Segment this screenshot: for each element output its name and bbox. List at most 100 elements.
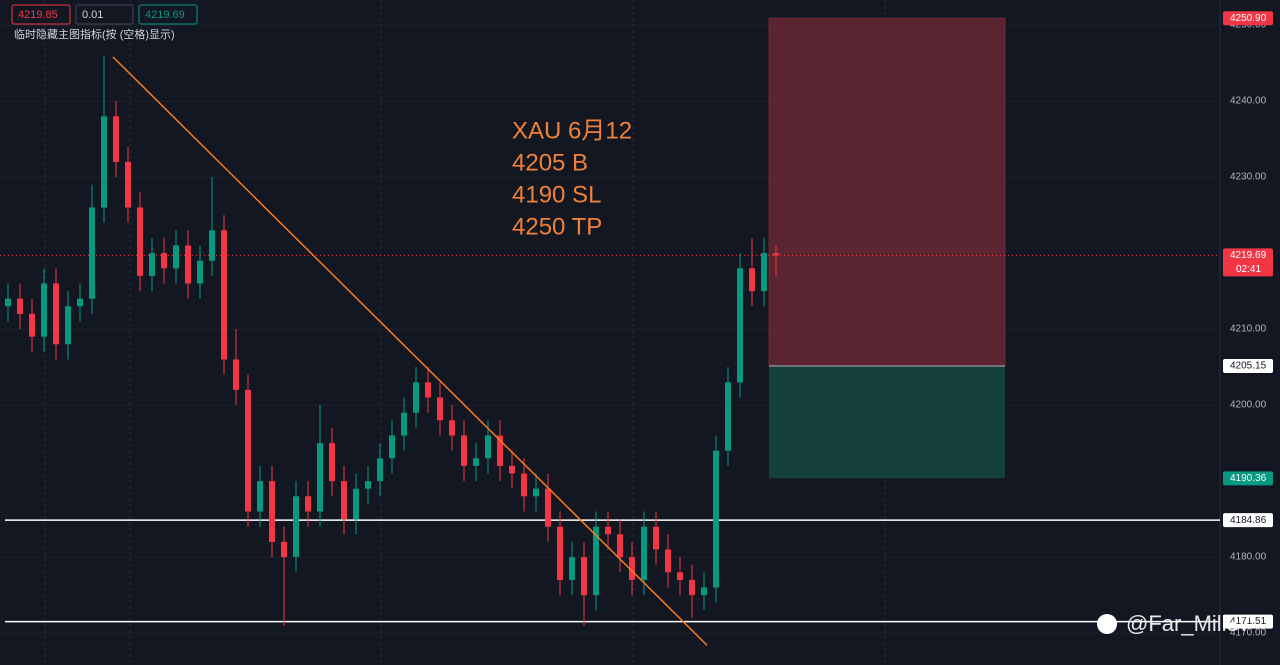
- candle-body: [353, 488, 359, 520]
- y-tick-label: 4180.00: [1230, 552, 1267, 563]
- candle-body: [89, 207, 95, 299]
- price-badge: [1223, 513, 1273, 528]
- candle-body: [485, 435, 491, 459]
- candle-body: [185, 245, 191, 284]
- countdown-label: 02:41: [1236, 264, 1261, 275]
- price-badge: [1223, 248, 1273, 277]
- candle-body: [401, 412, 407, 436]
- candle-body: [341, 481, 347, 520]
- candle-body: [101, 116, 107, 208]
- candle-body: [257, 481, 263, 512]
- candle-body: [545, 488, 551, 527]
- candle-body: [701, 587, 707, 596]
- candle-body: [761, 253, 767, 292]
- candle-body: [209, 230, 215, 261]
- indicator-note: 临时隐藏主图指标(按 (空格)显示): [14, 27, 175, 41]
- candle-body: [641, 526, 647, 580]
- price-badge-label: 4171.51: [1230, 616, 1267, 627]
- candle-body: [557, 526, 563, 580]
- candle-body: [269, 481, 275, 542]
- y-tick-label: 4230.00: [1230, 172, 1267, 183]
- annotation: 4190 SL: [512, 181, 601, 208]
- candle-body: [425, 382, 431, 398]
- trendline: [112, 56, 708, 646]
- candle-body: [65, 306, 71, 345]
- candle-body: [161, 253, 167, 269]
- candle-body: [569, 557, 575, 580]
- candle-body: [29, 313, 35, 337]
- price-badge: [1223, 358, 1273, 373]
- candle-body: [593, 526, 599, 596]
- y-tick-label: 4210.00: [1230, 324, 1267, 335]
- candle-body: [497, 435, 503, 466]
- candle-body: [293, 496, 299, 558]
- candle-body: [329, 443, 335, 482]
- reward-zone: [769, 365, 1005, 479]
- candle-body: [773, 253, 779, 256]
- price-badge: [1223, 471, 1273, 486]
- candle-body: [605, 526, 611, 535]
- candle-body: [713, 450, 719, 588]
- candle-body: [317, 443, 323, 512]
- watermark-icon: [1097, 614, 1117, 634]
- watermark: @Far_Mill37: [1097, 611, 1251, 636]
- spread-box: [75, 4, 134, 25]
- price-badge-label: 4205.15: [1230, 361, 1267, 372]
- price-badge-label: 4219.69: [1230, 250, 1267, 261]
- candle-body: [245, 389, 251, 512]
- price-badge-label: 4250.90: [1230, 13, 1267, 24]
- candle-body: [653, 526, 659, 550]
- candle-body: [521, 473, 527, 497]
- candle-body: [749, 268, 755, 292]
- y-tick-label: 4170.00: [1230, 628, 1267, 639]
- candle-body: [689, 579, 695, 596]
- y-tick-label: 4240.00: [1230, 96, 1267, 107]
- candle-body: [461, 435, 467, 466]
- candle-body: [281, 541, 287, 558]
- candle-body: [737, 268, 743, 383]
- candle-body: [125, 161, 131, 208]
- price-badge: [1223, 11, 1273, 26]
- candle-body: [629, 557, 635, 580]
- candle-body: [509, 465, 515, 474]
- annotation: 4205 B: [512, 149, 588, 176]
- candle-body: [449, 420, 455, 436]
- price-badge-label: 4190.36: [1230, 473, 1267, 484]
- candle-body: [413, 382, 419, 413]
- candle-body: [581, 557, 587, 596]
- ask-box: [138, 4, 198, 25]
- candle-body: [437, 397, 443, 421]
- candle-body: [113, 116, 119, 162]
- candle-body: [41, 283, 47, 337]
- spread-label: 0.01: [82, 9, 103, 21]
- candle-body: [5, 298, 11, 307]
- candle-body: [149, 253, 155, 276]
- candle-body: [533, 488, 539, 497]
- candle-body: [197, 260, 203, 284]
- candle-body: [173, 245, 179, 269]
- candle-body: [665, 549, 671, 573]
- y-tick-label: 4200.00: [1230, 400, 1267, 411]
- candle-body: [77, 298, 83, 307]
- candle-body: [305, 496, 311, 512]
- candle-body: [617, 534, 623, 558]
- ask-label: 4219.69: [145, 9, 185, 21]
- candle-body: [137, 207, 143, 276]
- candle-body: [725, 382, 731, 451]
- candle-body: [377, 458, 383, 482]
- annotation: 4250 TP: [512, 213, 602, 240]
- bid-box: [11, 4, 71, 25]
- risk-zone: [768, 17, 1006, 367]
- candle-body: [365, 481, 371, 489]
- price-badge: [1223, 614, 1273, 629]
- candle-body: [473, 458, 479, 466]
- candle-body: [53, 283, 59, 345]
- price-badge-label: 4184.86: [1230, 515, 1267, 526]
- watermark-text: @Far_Mill37: [1126, 611, 1251, 636]
- candle-body: [389, 435, 395, 459]
- annotation: XAU 6月12: [512, 117, 632, 144]
- bid-label: 4219.85: [18, 9, 58, 21]
